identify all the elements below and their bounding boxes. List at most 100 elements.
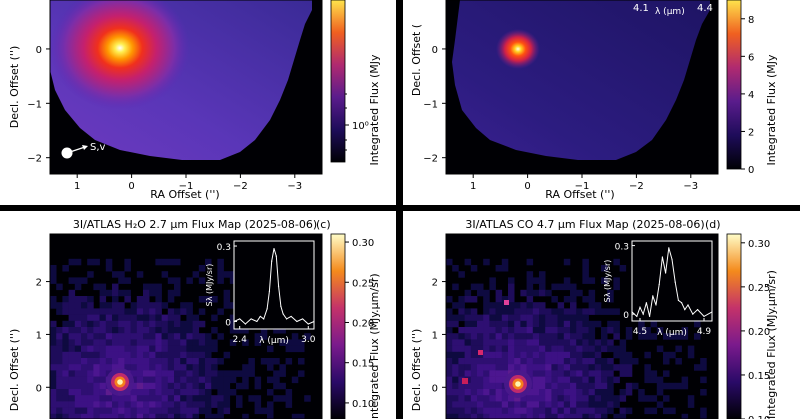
map-pixel: [495, 376, 503, 384]
map-pixel: [570, 320, 577, 328]
map-pixel: [155, 401, 162, 408]
map-pixel: [198, 277, 206, 284]
map-pixel: [563, 370, 571, 377]
map-pixel: [130, 382, 138, 390]
map-pixel: [130, 376, 138, 384]
map-pixel: [458, 296, 465, 303]
map-pixel: [56, 302, 63, 309]
map-pixel: [155, 283, 162, 291]
map-pixel: [570, 389, 577, 396]
panel-d-inset-spectrum-point: [658, 283, 660, 286]
map-pixel: [236, 370, 243, 377]
panel-b-colorbar-tick-label: 2: [748, 127, 754, 138]
map-pixel: [93, 407, 100, 415]
panel-d-inset-frame: [631, 240, 713, 322]
map-pixel: [557, 401, 565, 408]
map-pixel: [223, 395, 231, 402]
map-pixel: [619, 339, 627, 346]
map-pixel: [205, 407, 212, 415]
map-pixel: [557, 407, 565, 415]
map-pixel: [588, 407, 596, 415]
panel-c-title: 3I/ATLAS H₂O 2.7 μm Flux Map (2025-08-06…: [73, 218, 317, 231]
map-pixel: [180, 382, 187, 390]
map-pixel: [694, 333, 701, 340]
map-pixel: [483, 333, 490, 340]
map-pixel: [446, 413, 453, 419]
map-pixel: [495, 364, 503, 371]
map-pixel: [217, 271, 224, 278]
map-pixel: [470, 333, 478, 340]
map-pixel: [205, 364, 212, 371]
map-pixel: [687, 401, 695, 408]
map-pixel: [130, 370, 138, 377]
map-pixel: [508, 308, 515, 315]
map-pixel: [452, 407, 459, 415]
map-pixel: [99, 339, 107, 346]
map-pixel: [607, 358, 614, 365]
map-pixel: [470, 339, 478, 346]
map-pixel: [520, 401, 527, 408]
map-pixel: [557, 370, 565, 377]
map-pixel: [87, 382, 94, 390]
map-pixel: [56, 339, 63, 346]
map-pixel: [161, 339, 169, 346]
map-pixel: [62, 401, 69, 408]
map-pixel: [50, 302, 57, 309]
map-pixel: [526, 296, 534, 303]
map-pixel: [279, 339, 286, 346]
map-pixel: [105, 339, 113, 346]
map-pixel: [260, 358, 268, 365]
map-pixel: [62, 370, 69, 377]
map-pixel: [656, 382, 664, 390]
map-pixel: [217, 333, 224, 340]
map-pixel: [68, 370, 76, 377]
map-pixel: [458, 389, 465, 396]
map-pixel: [625, 370, 633, 377]
panel-d-inset-spectrum-point: [671, 258, 673, 260]
map-pixel: [495, 333, 503, 340]
map-pixel: [81, 308, 88, 315]
map-pixel: [495, 302, 503, 309]
map-pixel: [495, 308, 503, 315]
panel-d-inset-spectrum-point: [677, 299, 680, 302]
map-pixel: [520, 413, 527, 419]
map-pixel: [50, 271, 57, 278]
map-pixel: [669, 351, 676, 359]
panel-d-inset-y-tick-label: 0: [623, 311, 629, 321]
panel-b-y-tick-label: −2: [423, 154, 438, 165]
map-pixel: [601, 401, 608, 408]
map-pixel: [452, 401, 459, 408]
map-pixel: [570, 308, 577, 315]
map-pixel: [81, 327, 88, 334]
map-pixel: [229, 370, 237, 377]
map-pixel: [601, 382, 608, 390]
map-pixel: [464, 289, 472, 297]
map-pixel: [594, 389, 602, 396]
map-pixel: [149, 327, 156, 334]
map-pixel: [557, 364, 565, 371]
map-pixel: [650, 407, 658, 415]
map-pixel: [551, 395, 558, 402]
map-pixel: [582, 376, 589, 384]
map-pixel: [532, 308, 540, 315]
map-pixel: [223, 271, 231, 278]
map-pixel: [539, 327, 546, 334]
panel-c-y-tick-label: 0: [36, 383, 42, 394]
map-pixel: [570, 407, 577, 415]
map-pixel: [601, 370, 608, 377]
map-pixel: [656, 327, 664, 334]
map-pixel: [112, 345, 119, 353]
map-pixel: [229, 339, 237, 346]
map-pixel: [532, 364, 540, 371]
map-pixel: [87, 413, 94, 419]
panel-d-inset-spectrum-point: [668, 247, 670, 249]
map-pixel: [477, 314, 484, 322]
map-pixel: [87, 345, 94, 353]
map-pixel: [136, 351, 144, 359]
map-pixel: [452, 320, 459, 328]
map-pixel: [526, 271, 534, 278]
panel-d-colorbar-tick-label: 0.30: [748, 239, 770, 250]
map-pixel: [124, 308, 131, 315]
map-pixel: [279, 364, 286, 371]
map-pixel: [495, 296, 503, 303]
